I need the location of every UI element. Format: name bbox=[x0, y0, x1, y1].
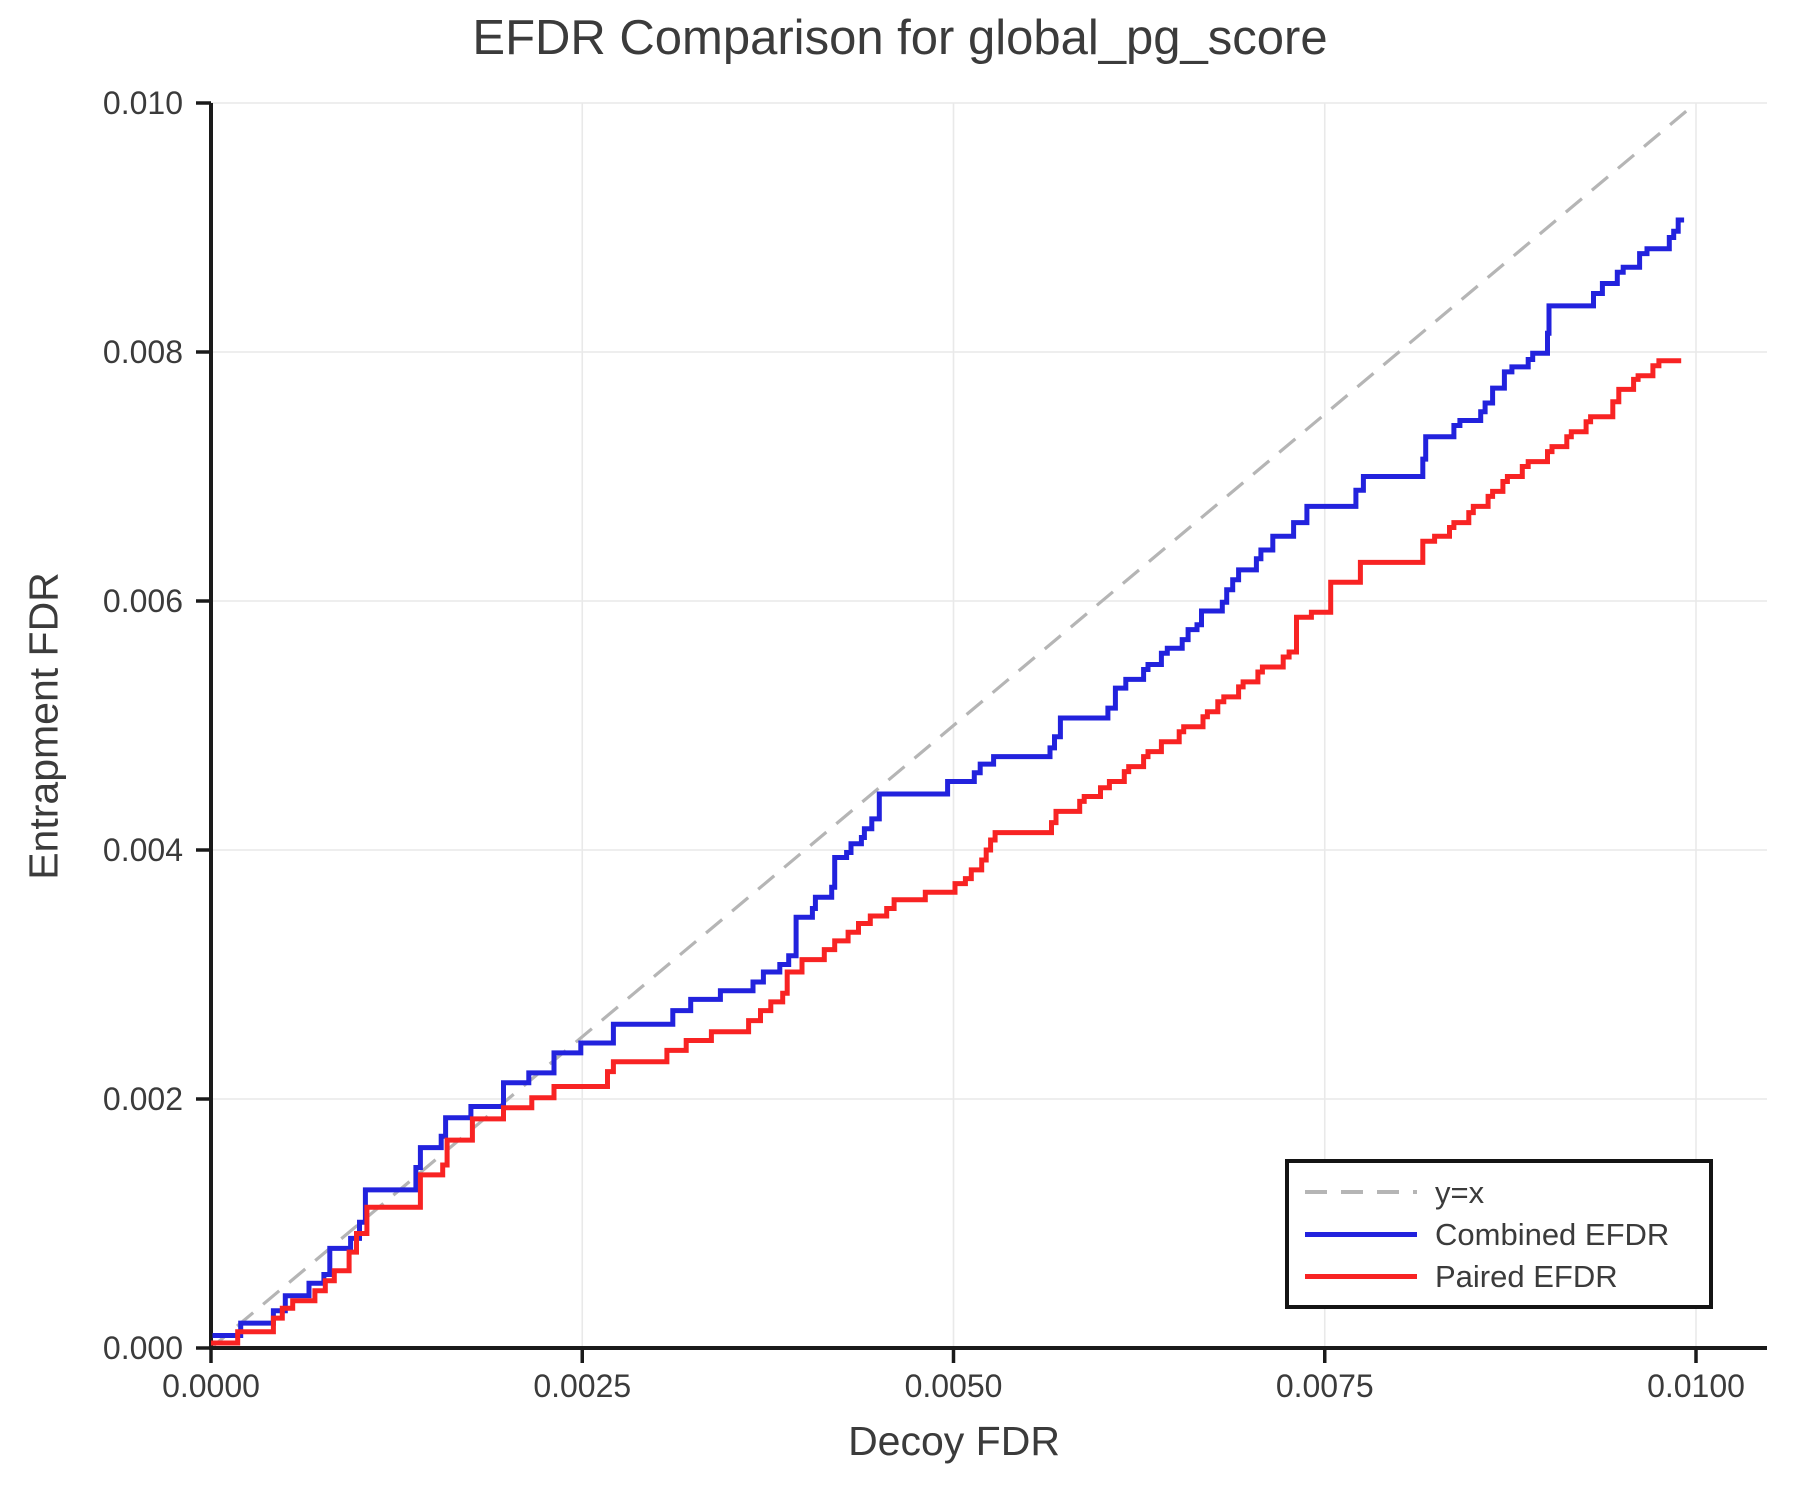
legend-item-yx: y=x bbox=[1305, 1173, 1709, 1211]
y-tick-label: 0.004 bbox=[103, 832, 183, 868]
x-tick-label: 0.0075 bbox=[1276, 1368, 1374, 1404]
x-axis-label: Decoy FDR bbox=[848, 1418, 1060, 1464]
x-tick-label: 0.0050 bbox=[905, 1368, 1003, 1404]
legend-label-paired-efdr: Paired EFDR bbox=[1435, 1258, 1618, 1294]
x-tick-label: 0.0100 bbox=[1647, 1368, 1745, 1404]
x-tick-label: 0.0025 bbox=[533, 1368, 631, 1404]
legend-label-yx: y=x bbox=[1435, 1174, 1485, 1210]
x-tick-label: 0.0000 bbox=[162, 1368, 260, 1404]
y-tick-label: 0.008 bbox=[103, 334, 183, 370]
legend-swatch-dashed-line bbox=[1305, 1190, 1417, 1194]
y-tick-label: 0.010 bbox=[103, 85, 183, 121]
y-tick-label: 0.002 bbox=[103, 1081, 183, 1117]
series-line-combined-efdr bbox=[212, 217, 1685, 1338]
chart-title: EFDR Comparison for global_pg_score bbox=[472, 11, 1328, 65]
legend-label-combined-efdr: Combined EFDR bbox=[1435, 1216, 1670, 1252]
legend-item-combined-efdr: Combined EFDR bbox=[1305, 1215, 1709, 1253]
y-tick-label: 0.000 bbox=[103, 1330, 183, 1366]
series-line-paired-efdr bbox=[211, 358, 1682, 1346]
legend: y=x Combined EFDR Paired EFDR bbox=[1285, 1159, 1713, 1309]
legend-swatch-paired-line bbox=[1305, 1273, 1417, 1279]
y-tick-label: 0.006 bbox=[103, 583, 183, 619]
legend-item-paired-efdr: Paired EFDR bbox=[1305, 1257, 1709, 1295]
legend-swatch-combined-line bbox=[1305, 1231, 1417, 1237]
